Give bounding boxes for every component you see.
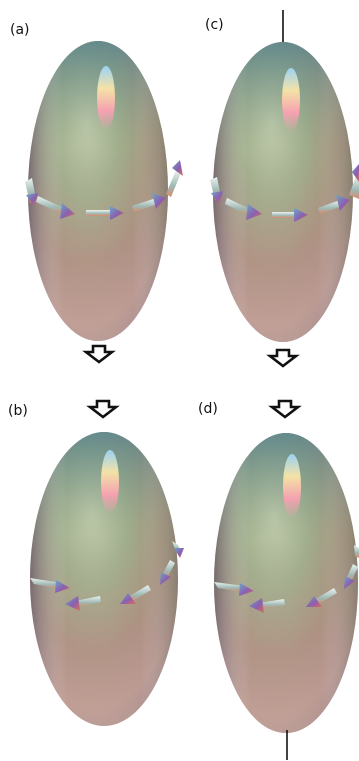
ellipsoid-c [213, 42, 353, 342]
spin-arrow [354, 545, 359, 558]
panel-c: (c) [205, 10, 359, 342]
down-arrow-icon [86, 399, 120, 419]
down-arrow-icon [268, 399, 302, 419]
spin-arrow [214, 582, 254, 596]
specular-highlight-a [97, 66, 115, 130]
down-arrow-icon [82, 344, 116, 364]
specular-highlight-b [101, 450, 119, 514]
spin-arrow [249, 598, 285, 613]
spin-arrow [225, 198, 262, 220]
spin-arrow [166, 160, 183, 197]
spin-arrow [349, 164, 359, 199]
spin-arrow [25, 178, 38, 206]
panel-label-a: (a) [10, 22, 30, 38]
spin-arrow [132, 193, 166, 212]
panel-a: (a) [10, 22, 183, 341]
ellipsoid-d [214, 433, 358, 733]
down-arrow-icon [266, 348, 300, 368]
spin-arrow [65, 596, 101, 611]
spin-arrow [86, 206, 124, 220]
panel-d: (d) [198, 401, 359, 760]
spin-arrow [160, 560, 175, 585]
spin-arrows-a [25, 160, 183, 220]
spin-arrows-d [214, 545, 359, 613]
specular-highlight-d [283, 454, 301, 518]
specular-highlight-c [282, 68, 300, 132]
spin-arrow [172, 541, 184, 558]
spin-arrow [344, 564, 358, 589]
spin-arrow [318, 195, 350, 214]
spin-arrows-c [210, 164, 359, 222]
ellipsoid-b [30, 432, 178, 726]
transition-arrow-a-to-b [82, 344, 120, 419]
panel-label-c: (c) [205, 17, 224, 33]
spin-arrow [120, 585, 151, 604]
transition-arrow-c-to-d [266, 348, 302, 419]
spin-arrow [306, 588, 337, 607]
panel-label-b: (b) [8, 403, 28, 419]
panel-b: (b) [8, 403, 184, 726]
panel-label-d: (d) [198, 401, 218, 417]
spin-arrow [36, 196, 75, 219]
ellipsoid-a [28, 41, 168, 341]
spin-arrows-b [30, 541, 184, 611]
spin-arrow [30, 578, 70, 593]
spin-arrow [272, 208, 308, 222]
spin-arrow [210, 177, 223, 204]
